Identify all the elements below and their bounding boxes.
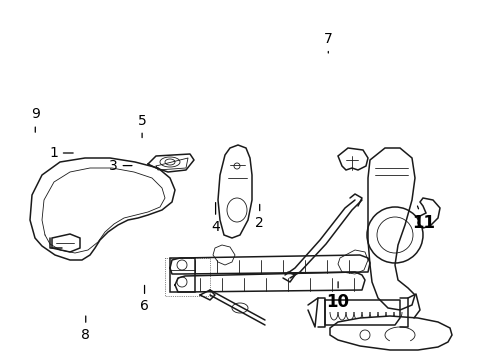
Text: 1: 1 [49,146,73,160]
Text: 4: 4 [211,203,220,234]
Polygon shape [418,198,440,228]
Polygon shape [368,148,415,310]
Text: 2: 2 [255,204,264,230]
Polygon shape [213,245,235,265]
Text: 6: 6 [140,285,149,313]
Text: 3: 3 [109,159,132,172]
Polygon shape [30,158,175,260]
Text: 8: 8 [81,316,90,342]
Polygon shape [330,316,452,350]
Text: 11: 11 [413,206,435,232]
Polygon shape [218,145,252,238]
Polygon shape [170,258,195,292]
Polygon shape [52,234,80,252]
Text: 7: 7 [324,32,333,53]
Polygon shape [338,250,368,274]
Text: 5: 5 [138,114,147,138]
Polygon shape [338,148,368,170]
Text: 10: 10 [327,282,349,311]
Bar [165,258,210,296]
Text: 9: 9 [31,108,40,132]
